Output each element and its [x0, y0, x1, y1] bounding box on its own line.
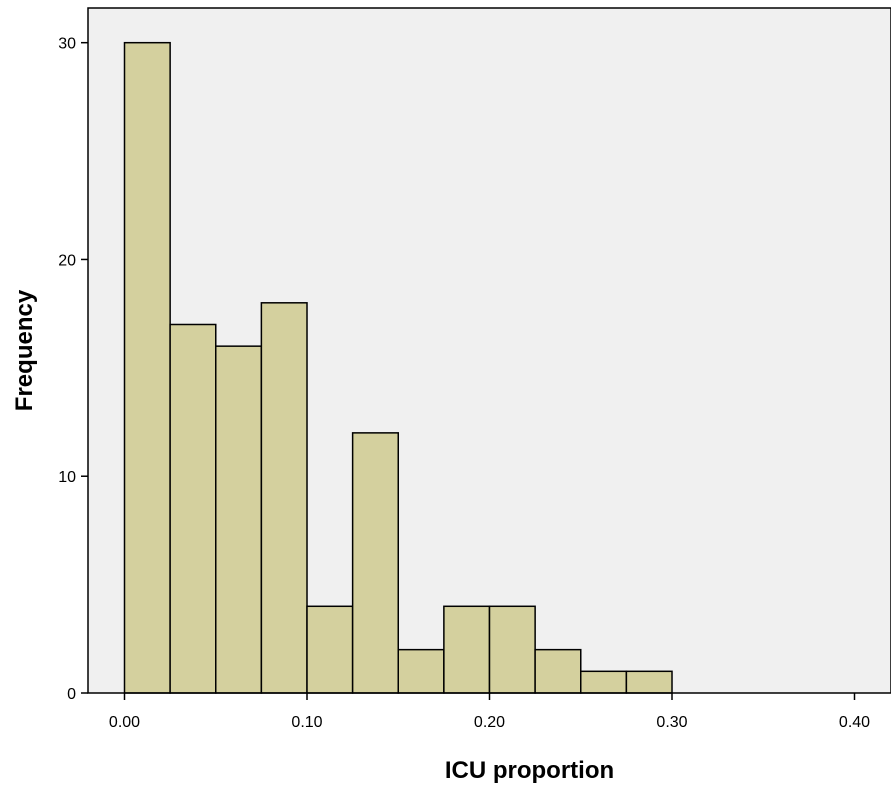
histogram-bar [123, 41, 171, 694]
x-tick-label: 0.30 [656, 714, 687, 731]
x-tick-label: 0.20 [474, 714, 505, 731]
histogram-bar [351, 432, 400, 694]
histogram-bar [443, 605, 491, 694]
histogram-bar [306, 605, 354, 694]
y-axis-ticks: 0 10 20 30 [58, 36, 88, 703]
histogram-bar [580, 670, 628, 694]
y-tick-label: 10 [58, 469, 76, 486]
y-axis-title: Frequency [11, 289, 38, 411]
bars-group [123, 41, 673, 694]
histogram-bar [260, 302, 308, 694]
y-tick-label: 20 [58, 252, 76, 269]
histogram-bar [625, 670, 673, 694]
y-tick-label: 0 [67, 686, 76, 703]
y-tick-label: 30 [58, 36, 76, 53]
plot-frame [87, 7, 891, 694]
histogram-bar [215, 345, 263, 694]
x-axis-ticks: 0.00 0.10 0.20 0.30 0.40 [109, 693, 870, 731]
histogram-bar [397, 648, 445, 694]
histogram-bar [169, 323, 217, 694]
x-tick-label: 0.10 [291, 714, 322, 731]
x-axis-title: ICU proportion [445, 757, 614, 784]
x-tick-label: 0.00 [109, 714, 140, 731]
histogram-bar [534, 648, 582, 694]
histogram-bar [488, 605, 536, 694]
x-tick-label: 0.40 [839, 714, 870, 731]
